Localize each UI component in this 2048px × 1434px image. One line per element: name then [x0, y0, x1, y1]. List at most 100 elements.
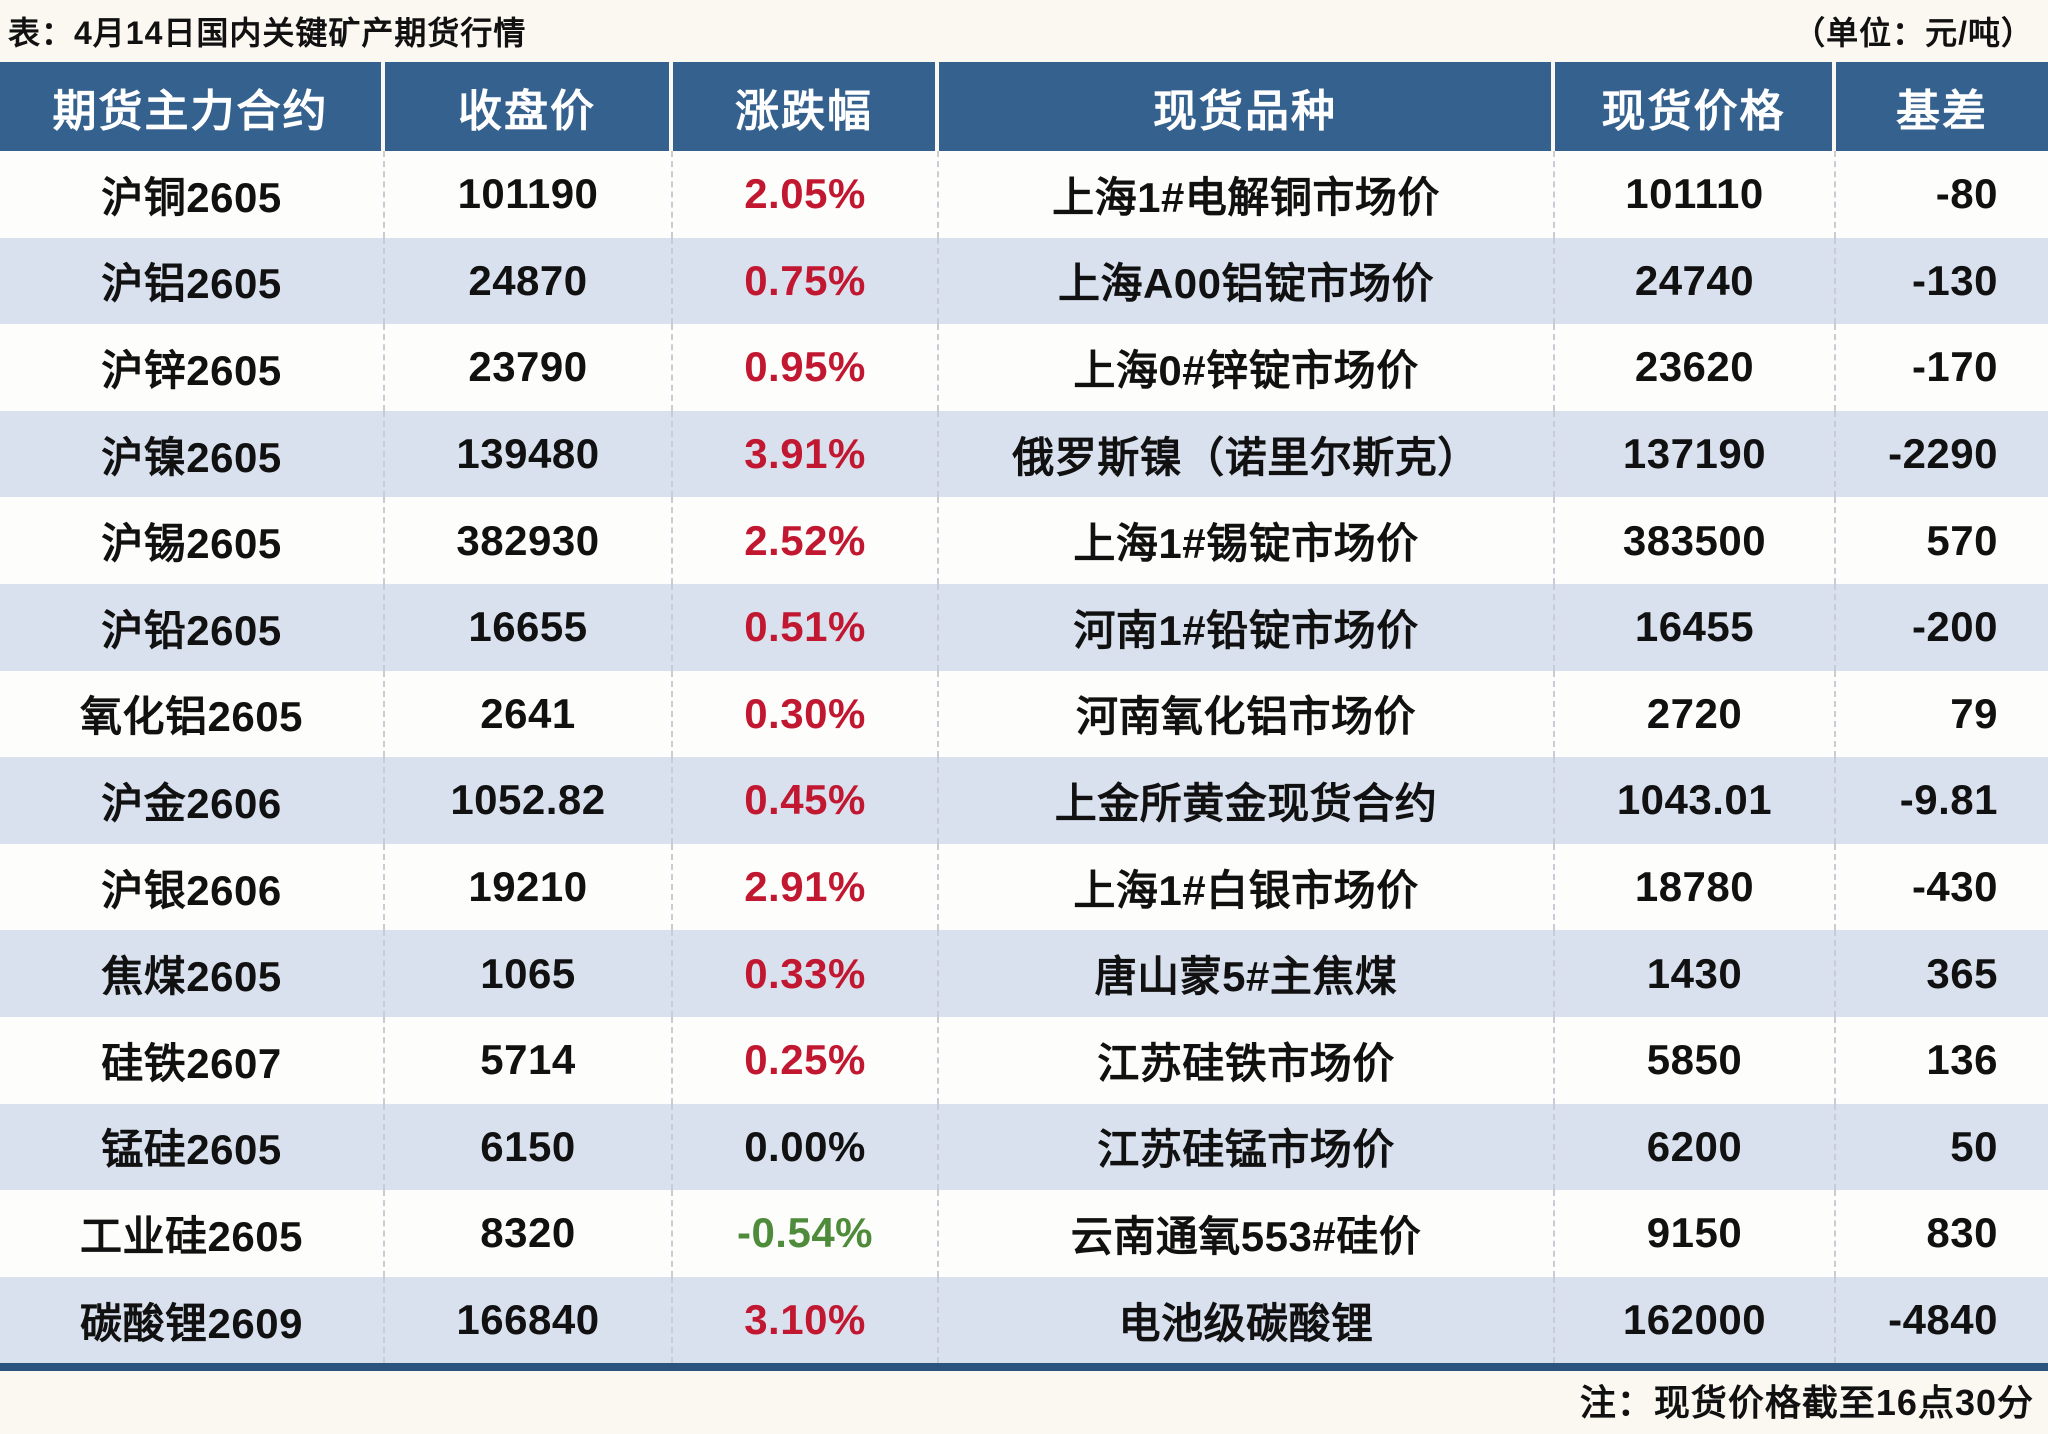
- title-bar: 表：4月14日国内关键矿产期货行情 （单位：元/吨）: [0, 0, 2048, 62]
- header-cell-change-pct: 涨跌幅: [673, 62, 939, 151]
- close-price-cell: 382930: [385, 497, 673, 584]
- spot-variety-cell: 上海1#白银市场价: [939, 843, 1555, 931]
- spot-variety-cell: 俄罗斯镍（诺里尔斯克）: [939, 410, 1555, 498]
- change-pct-cell: 0.75%: [673, 237, 939, 325]
- spot-price-cell: 6200: [1555, 1103, 1836, 1191]
- spot-variety-cell: 上海A00铝锭市场价: [939, 237, 1555, 325]
- change-pct-cell: 0.95%: [673, 324, 939, 411]
- spot-price-cell: 2720: [1555, 670, 1836, 758]
- change-pct-cell: 2.52%: [673, 497, 939, 584]
- change-pct-cell: 2.91%: [673, 843, 939, 931]
- spot-variety-cell: 河南氧化铝市场价: [939, 670, 1555, 758]
- contract-cell: 氧化铝2605: [0, 670, 385, 758]
- spot-price-cell: 162000: [1555, 1276, 1836, 1364]
- table-row: 工业硅2605 8320 -0.54% 云南通氧553#硅价 9150 830: [0, 1190, 2048, 1277]
- close-price-cell: 24870: [385, 237, 673, 325]
- table-row: 沪锡2605 382930 2.52% 上海1#锡锭市场价 383500 570: [0, 497, 2048, 584]
- header-cell-close-price: 收盘价: [385, 62, 673, 151]
- spot-variety-cell: 江苏硅铁市场价: [939, 1016, 1555, 1104]
- close-price-cell: 166840: [385, 1276, 673, 1364]
- basis-cell: -2290: [1888, 430, 1998, 478]
- footnote: 注：现货价格截至16点30分: [1579, 1381, 2034, 1423]
- close-price-cell: 1065: [385, 930, 673, 1017]
- close-price-cell: 19210: [385, 843, 673, 931]
- close-price-cell: 139480: [385, 410, 673, 498]
- basis-cell: 570: [1926, 516, 1998, 564]
- table-header-row: 期货主力合约 收盘价 涨跌幅 现货品种 现货价格 基差: [0, 62, 2048, 151]
- close-price-cell: 6150: [385, 1103, 673, 1191]
- contract-cell: 沪铜2605: [0, 151, 385, 238]
- unit-label: （单位：元/吨）: [1793, 15, 2034, 51]
- change-pct-cell: 3.91%: [673, 410, 939, 498]
- change-pct-cell: 0.25%: [673, 1016, 939, 1104]
- change-pct-cell: -0.54%: [673, 1190, 939, 1277]
- basis-cell: -200: [1911, 603, 1998, 651]
- basis-cell: 136: [1926, 1036, 1998, 1084]
- spot-variety-cell: 电池级碳酸锂: [939, 1276, 1555, 1364]
- spot-price-cell: 9150: [1555, 1190, 1836, 1277]
- change-pct-cell: 0.45%: [673, 757, 939, 844]
- spot-variety-cell: 上海1#电解铜市场价: [939, 151, 1555, 238]
- close-price-cell: 5714: [385, 1016, 673, 1104]
- table-row: 沪铝2605 24870 0.75% 上海A00铝锭市场价 24740 -130: [0, 237, 2048, 325]
- spot-variety-cell: 唐山蒙5#主焦煤: [939, 930, 1555, 1017]
- contract-cell: 沪铝2605: [0, 237, 385, 325]
- contract-cell: 沪金2606: [0, 757, 385, 844]
- spot-variety-cell: 云南通氧553#硅价: [939, 1190, 1555, 1277]
- contract-cell: 沪锡2605: [0, 497, 385, 584]
- contract-cell: 沪锌2605: [0, 324, 385, 411]
- close-price-cell: 23790: [385, 324, 673, 411]
- close-price-cell: 8320: [385, 1190, 673, 1277]
- table-row: 沪铜2605 101190 2.05% 上海1#电解铜市场价 101110 -80: [0, 151, 2048, 238]
- basis-cell: -130: [1911, 256, 1998, 304]
- spot-price-cell: 5850: [1555, 1016, 1836, 1104]
- contract-cell: 沪铅2605: [0, 583, 385, 671]
- spot-price-cell: 101110: [1555, 151, 1836, 238]
- header-cell-spot-variety: 现货品种: [939, 62, 1555, 151]
- table-body: 沪铜2605 101190 2.05% 上海1#电解铜市场价 101110 -80 沪铝26…: [0, 151, 2048, 1364]
- spot-variety-cell: 江苏硅锰市场价: [939, 1103, 1555, 1191]
- close-price-cell: 101190: [385, 151, 673, 238]
- contract-cell: 焦煤2605: [0, 930, 385, 1017]
- change-pct-cell: 2.05%: [673, 151, 939, 238]
- spot-variety-cell: 上海1#锡锭市场价: [939, 497, 1555, 584]
- spot-variety-cell: 上海0#锌锭市场价: [939, 324, 1555, 411]
- change-pct-cell: 0.00%: [673, 1103, 939, 1191]
- contract-cell: 锰硅2605: [0, 1103, 385, 1191]
- header-cell-contract: 期货主力合约: [0, 62, 385, 151]
- spot-price-cell: 23620: [1555, 324, 1836, 411]
- contract-cell: 沪镍2605: [0, 410, 385, 498]
- basis-cell: -4840: [1888, 1296, 1998, 1344]
- contract-cell: 硅铁2607: [0, 1016, 385, 1104]
- spot-price-cell: 16455: [1555, 583, 1836, 671]
- close-price-cell: 1052.82: [385, 757, 673, 844]
- table-row: 锰硅2605 6150 0.00% 江苏硅锰市场价 6200 50: [0, 1103, 2048, 1191]
- basis-cell: 830: [1926, 1209, 1998, 1257]
- spot-price-cell: 18780: [1555, 843, 1836, 931]
- close-price-cell: 16655: [385, 583, 673, 671]
- basis-cell: -170: [1911, 343, 1998, 391]
- spot-price-cell: 1043.01: [1555, 757, 1836, 844]
- spot-price-cell: 24740: [1555, 237, 1836, 325]
- spot-price-cell: 1430: [1555, 930, 1836, 1017]
- basis-cell: -80: [1935, 170, 1998, 218]
- table-row: 沪银2606 19210 2.91% 上海1#白银市场价 18780 -430: [0, 843, 2048, 931]
- basis-cell: -9.81: [1899, 776, 1998, 824]
- basis-cell: 50: [1950, 1122, 1998, 1170]
- contract-cell: 工业硅2605: [0, 1190, 385, 1277]
- basis-cell: -430: [1911, 863, 1998, 911]
- basis-cell: 365: [1926, 949, 1998, 997]
- spot-variety-cell: 河南1#铅锭市场价: [939, 583, 1555, 671]
- basis-cell: 79: [1950, 689, 1998, 737]
- change-pct-cell: 3.10%: [673, 1276, 939, 1364]
- header-cell-basis: 基差: [1836, 62, 2048, 151]
- table-row: 氧化铝2605 2641 0.30% 河南氧化铝市场价 2720 79: [0, 670, 2048, 758]
- contract-cell: 碳酸锂2609: [0, 1276, 385, 1364]
- header-cell-spot-price: 现货价格: [1555, 62, 1836, 151]
- table-bottom-rule: [0, 1363, 2048, 1372]
- change-pct-cell: 0.33%: [673, 930, 939, 1017]
- spot-price-cell: 383500: [1555, 497, 1836, 584]
- table-row: 沪锌2605 23790 0.95% 上海0#锌锭市场价 23620 -170: [0, 324, 2048, 411]
- contract-cell: 沪银2606: [0, 843, 385, 931]
